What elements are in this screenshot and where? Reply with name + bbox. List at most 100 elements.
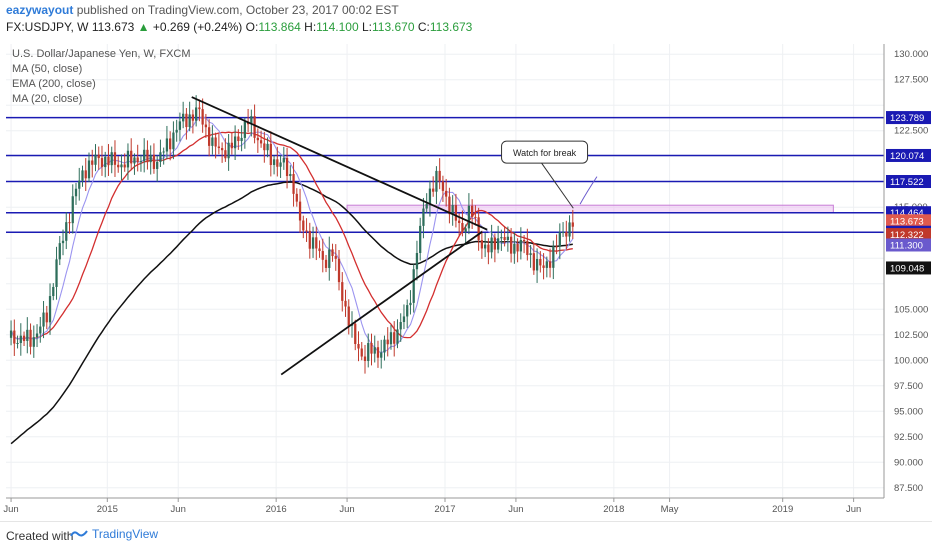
price-tag-label: 123.789	[890, 113, 924, 124]
candle-body	[542, 265, 545, 268]
price-tag-label: 112.322	[890, 230, 924, 241]
trendlines	[191, 96, 488, 376]
candle-body	[285, 157, 289, 177]
candle-body	[71, 196, 74, 224]
candle-body	[337, 258, 341, 283]
callout-pointer	[541, 162, 574, 209]
candle-body	[357, 343, 360, 349]
author-link[interactable]: eazywayout	[6, 3, 74, 17]
candle-body	[315, 237, 318, 249]
trendline-lower	[280, 230, 483, 376]
candle-body	[425, 203, 428, 209]
candle-body	[126, 150, 130, 168]
candle-body	[178, 121, 182, 130]
candle-body	[104, 156, 107, 168]
candle-body	[227, 142, 230, 159]
candle-body	[386, 339, 389, 345]
price-tag	[886, 214, 931, 228]
time-tick-label: Jun	[3, 504, 18, 515]
grid	[6, 44, 884, 498]
candle-body	[295, 193, 298, 202]
candle-body	[39, 326, 42, 334]
candle-body	[500, 237, 503, 239]
time-tick-label: Jun	[846, 504, 861, 515]
candle-body	[81, 170, 84, 181]
candle-body	[415, 253, 419, 270]
time-tick-label: May	[661, 504, 679, 515]
time-tick-label: 2015	[97, 504, 118, 515]
candle-body	[522, 239, 526, 241]
time-tick-label: Jun	[171, 504, 186, 515]
candle-body	[107, 156, 110, 166]
candle-body	[185, 113, 188, 128]
candle-body	[441, 181, 445, 191]
price-tag	[886, 228, 931, 242]
candle-body	[474, 216, 477, 218]
candle-body	[263, 143, 266, 151]
candle-body	[32, 337, 35, 347]
candle-body	[396, 329, 399, 344]
callout-text: Watch for break	[513, 148, 577, 158]
price-tick-label: 102.500	[894, 330, 928, 341]
publish-line: eazywayout published on TradingView.com,…	[6, 3, 399, 17]
price-tag	[886, 148, 931, 162]
candle-body	[204, 124, 208, 128]
candle-body	[130, 150, 133, 164]
candle-body	[409, 302, 412, 306]
candle-body	[282, 157, 285, 163]
candle-body	[370, 343, 373, 354]
price-tag	[886, 175, 931, 189]
candle-body	[100, 158, 104, 168]
candle-body	[74, 188, 78, 197]
candle-body	[373, 347, 376, 354]
low-value: 113.670	[372, 20, 415, 34]
price-tag-label: 111.300	[890, 240, 923, 251]
candle-body	[65, 222, 68, 241]
candle-body	[328, 249, 331, 268]
candle-body	[480, 240, 484, 249]
high-label: H:	[304, 20, 317, 34]
candle-body	[58, 243, 61, 260]
candle-body	[259, 140, 263, 144]
price-tag-label: 113.673	[890, 216, 924, 227]
candle-body	[548, 261, 552, 268]
candle-body	[571, 222, 574, 227]
candle-body	[217, 146, 221, 149]
horizontal-levels	[6, 116, 884, 233]
candle-body	[532, 253, 535, 271]
price-tick-label: 95.000	[894, 406, 923, 417]
price-axis[interactable]: 130.000127.500122.500115.000105.000102.5…	[883, 44, 931, 498]
candle-body	[363, 356, 367, 361]
price-tag	[886, 261, 931, 275]
price-tag-label: 109.048	[890, 263, 924, 274]
candle-body	[237, 136, 240, 142]
footer: Created with TradingView	[0, 521, 932, 551]
candle-body	[289, 174, 292, 177]
candle-body	[451, 205, 454, 215]
price-chart[interactable]: Watch for break 130.000127.500122.500115…	[0, 40, 932, 520]
breakout-arrow	[579, 176, 598, 205]
price-tick-label: 92.500	[894, 432, 923, 443]
candle-body	[438, 170, 441, 182]
candle-body	[87, 160, 91, 179]
candle-body	[402, 316, 406, 323]
legend-item: EMA (200, close)	[12, 78, 96, 90]
ohlc-line: FX:USDJPY, W 113.673 ▲ +0.269 (+0.24%) O…	[6, 20, 472, 34]
candle-body	[454, 205, 458, 221]
candle-body	[61, 240, 65, 244]
candle-body	[448, 196, 451, 215]
created-with-label: Created with	[6, 529, 74, 543]
candle-body	[84, 170, 87, 179]
ema200-line	[10, 181, 573, 445]
candle-body	[175, 129, 178, 133]
candle-body	[324, 259, 328, 268]
time-axis[interactable]: Jun 2015 Jun 2016 Jun 2017 Jun 2018 May 2019 Jun	[3, 497, 884, 515]
candle-body	[367, 343, 370, 361]
tradingview-brand[interactable]: TradingView	[70, 527, 158, 541]
candle-body	[230, 142, 234, 149]
candle-body	[117, 164, 120, 168]
candle-body	[471, 205, 474, 217]
candle-body	[529, 253, 532, 256]
candle-body	[172, 132, 175, 150]
price-tag-label: 120.074	[890, 151, 924, 162]
